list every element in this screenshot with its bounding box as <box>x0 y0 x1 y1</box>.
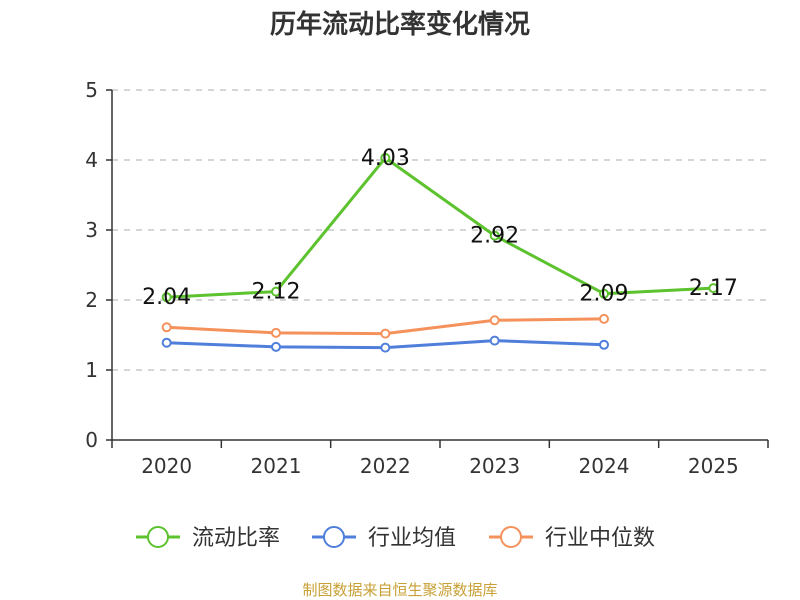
data-point <box>489 315 500 326</box>
data-point <box>489 335 500 346</box>
legend-marker-icon <box>500 526 522 548</box>
chart-title: 历年流动比率变化情况 <box>270 9 530 40</box>
legend-label: 流动比率 <box>192 526 280 551</box>
source-note: 制图数据来自恒生聚源数据库 <box>302 581 497 599</box>
legend-item-2[interactable]: 行业中位数 <box>489 526 655 551</box>
data-label: 2.12 <box>252 280 301 305</box>
data-point <box>599 288 609 299</box>
data-point <box>271 286 281 297</box>
legend-marker-icon <box>147 526 169 548</box>
axis-layer: 0 1 2 3 4 5 2020 2021 2022 2023 2024 2025 <box>85 78 769 478</box>
legend-item-0[interactable]: 流动比率 <box>136 526 280 551</box>
series-layer <box>161 152 719 353</box>
grid-layer <box>112 89 768 371</box>
x-tick-label: 2025 <box>688 454 739 478</box>
data-label: 2.17 <box>689 276 738 301</box>
legend[interactable]: 流动比率 行业均值 行业中位数 <box>136 526 655 551</box>
data-label: 2.92 <box>470 224 519 249</box>
data-point <box>161 292 172 303</box>
y-tick-label: 5 <box>85 78 98 102</box>
data-label-layer: 2.04 2.12 4.03 2.92 2.09 2.17 <box>142 146 738 310</box>
y-tick-label: 1 <box>85 358 98 382</box>
data-label: 2.09 <box>580 282 629 307</box>
legend-label: 行业中位数 <box>545 526 655 551</box>
y-tick-label: 0 <box>85 428 98 452</box>
data-point <box>599 339 609 350</box>
data-point <box>380 342 391 353</box>
data-point <box>271 327 281 338</box>
x-tick-label: 2023 <box>469 454 520 478</box>
data-label: 4.03 <box>361 146 410 171</box>
x-tick-label: 2022 <box>360 454 411 478</box>
x-tick-label: 2024 <box>579 454 630 478</box>
y-tick-label: 2 <box>85 288 98 312</box>
data-point <box>489 230 500 241</box>
data-point <box>161 337 172 348</box>
data-point <box>380 328 391 339</box>
data-point <box>161 322 172 333</box>
data-point <box>271 341 281 352</box>
legend-marker-icon <box>323 526 345 548</box>
data-label: 2.04 <box>142 285 191 310</box>
data-point <box>599 313 609 324</box>
x-tick-label: 2020 <box>141 454 192 478</box>
y-tick-label: 4 <box>85 148 98 172</box>
data-point <box>708 283 719 294</box>
x-tick-label: 2021 <box>251 454 302 478</box>
data-point <box>380 152 391 163</box>
series-line-0 <box>166 156 714 299</box>
legend-label: 行业均值 <box>368 526 456 551</box>
legend-item-1[interactable]: 行业均值 <box>312 526 456 551</box>
y-tick-label: 3 <box>85 218 98 242</box>
